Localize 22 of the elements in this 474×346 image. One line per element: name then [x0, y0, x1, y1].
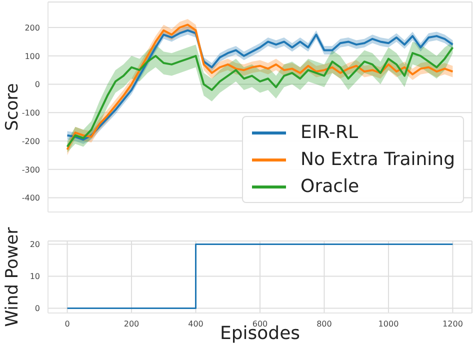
y-tick-label: 100	[24, 52, 40, 61]
x-tick-label: 1000	[378, 320, 399, 329]
x-tick-label: 600	[252, 320, 268, 329]
legend-label: No Extra Training	[300, 148, 455, 172]
y-tick-label: -100	[22, 108, 40, 118]
x-tick-label: 200	[124, 320, 140, 329]
legend-label: EIR-RL	[300, 121, 358, 145]
x-tick-label: 1200	[442, 320, 463, 329]
y-tick-label: 0	[34, 80, 40, 90]
x-tick-label: 0	[64, 320, 70, 329]
y-tick-label: -300	[22, 165, 40, 174]
y-tick-label: -200	[22, 136, 40, 146]
x-tick-label: 400	[188, 320, 204, 329]
x-tick-label: 800	[316, 320, 332, 329]
y-axis-title: Wind Power	[2, 227, 23, 327]
legend-label: Oracle	[300, 175, 360, 199]
y-tick-label: 200	[24, 23, 40, 32]
y-tick-label: 0	[34, 304, 40, 314]
y-axis-title: Score	[2, 83, 23, 131]
y-tick-label: -400	[22, 194, 40, 203]
y-tick-label: 10	[30, 272, 40, 282]
y-tick-label: 20	[30, 240, 40, 250]
